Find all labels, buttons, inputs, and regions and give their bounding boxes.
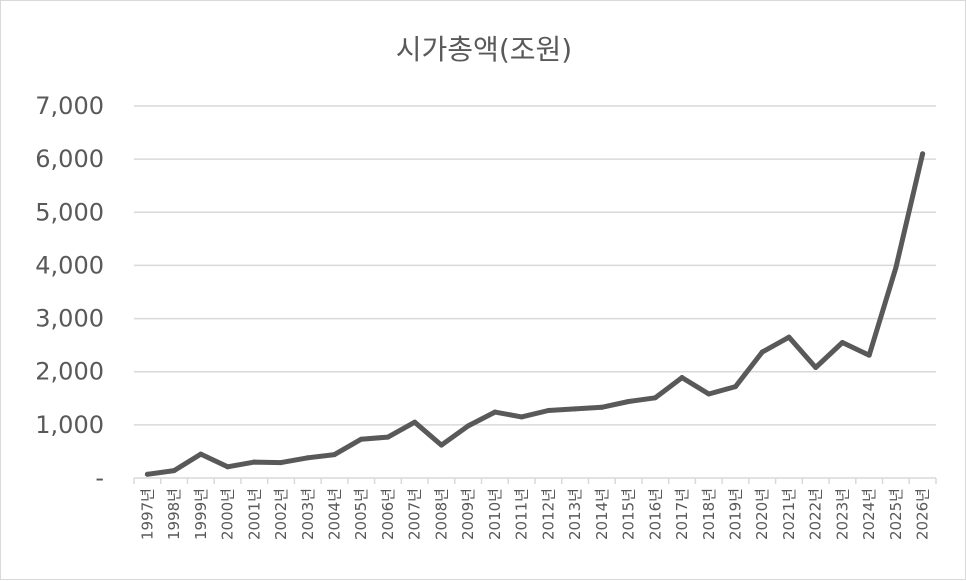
x-tick-label: 2000년 (219, 488, 237, 540)
x-tick-label: 2013년 (566, 488, 584, 540)
x-tick-label: 2017년 (673, 488, 691, 540)
data-point (332, 452, 337, 458)
y-tick-label: 6,000 (35, 145, 104, 173)
gridlines (134, 105, 936, 426)
x-tick-label: 2026년 (914, 488, 932, 540)
x-axis (133, 477, 937, 484)
x-tick-label: 2010년 (486, 488, 504, 540)
data-point (866, 352, 872, 358)
chart-title: 시가총액(조원) (396, 33, 572, 66)
data-point (278, 460, 284, 466)
data-point (572, 406, 578, 412)
data-point (626, 398, 632, 404)
y-tick-label: 4,000 (35, 251, 104, 279)
data-point (893, 265, 899, 271)
data-point (733, 384, 738, 390)
x-tick-label: 2015년 (620, 488, 638, 540)
x-tick-label: 2024년 (860, 488, 878, 540)
data-point (599, 404, 605, 410)
x-tick-label: 1998년 (165, 488, 183, 540)
y-tick-label: - (95, 464, 104, 492)
data-point (171, 468, 177, 474)
data-point (144, 471, 150, 477)
y-axis-tick-labels: - 1,000 2,000 3,000 4,000 5,000 6,000 7,000 (35, 92, 104, 492)
x-tick-label: 2025년 (887, 488, 905, 540)
x-tick-label: 2002년 (272, 488, 290, 540)
x-tick-label: 2004년 (326, 488, 344, 540)
data-point (813, 364, 819, 370)
data-point (920, 151, 926, 157)
x-tick-label: 2020년 (753, 488, 771, 540)
data-point (198, 451, 204, 457)
x-tick-label: 1997년 (138, 488, 156, 540)
data-point (706, 391, 712, 397)
y-tick-label: 5,000 (35, 198, 104, 226)
y-tick-label: 7,000 (35, 92, 104, 120)
data-point (679, 375, 685, 381)
x-tick-label: 2023년 (833, 488, 851, 540)
x-tick-label: 2003년 (299, 488, 317, 540)
series-layer (144, 151, 926, 477)
x-tick-label: 2012년 (539, 488, 557, 540)
x-tick-label: 2018년 (700, 488, 718, 540)
x-tick-label: 2022년 (807, 488, 825, 540)
data-point (385, 434, 391, 440)
data-point (839, 339, 845, 345)
data-point (225, 464, 231, 470)
x-tick-label: 1999년 (192, 488, 210, 540)
x-tick-label: 2006년 (379, 488, 397, 540)
x-axis-tick-labels: 1997년 1998년 1999년 2000년 2001년 2002년 2003년 2004년… (138, 488, 931, 540)
x-tick-label: 2016년 (646, 488, 664, 540)
x-tick-label: 2021년 (780, 488, 798, 540)
data-point (251, 459, 257, 465)
data-point (358, 436, 364, 442)
data-point (438, 442, 444, 448)
x-tick-label: 2019년 (727, 488, 745, 540)
series-line (144, 151, 926, 477)
x-tick-label: 2001년 (245, 488, 263, 540)
x-tick-label: 2008년 (432, 488, 450, 540)
data-point (545, 408, 551, 414)
y-tick-label: 3,000 (35, 305, 104, 333)
x-tick-label: 2007년 (406, 488, 424, 540)
x-tick-label: 2005년 (352, 488, 370, 540)
x-tick-label: 2011년 (513, 488, 531, 540)
data-point (305, 455, 311, 461)
data-point (412, 419, 418, 425)
y-tick-label: 2,000 (35, 358, 104, 386)
data-point (492, 409, 498, 415)
y-tick-label: 1,000 (35, 411, 104, 439)
data-point (759, 349, 765, 355)
data-point (465, 423, 471, 429)
x-tick-label: 2009년 (459, 488, 477, 540)
data-point (652, 395, 658, 401)
data-point (519, 414, 525, 420)
data-point (786, 334, 792, 340)
x-tick-label: 2014년 (593, 488, 611, 540)
